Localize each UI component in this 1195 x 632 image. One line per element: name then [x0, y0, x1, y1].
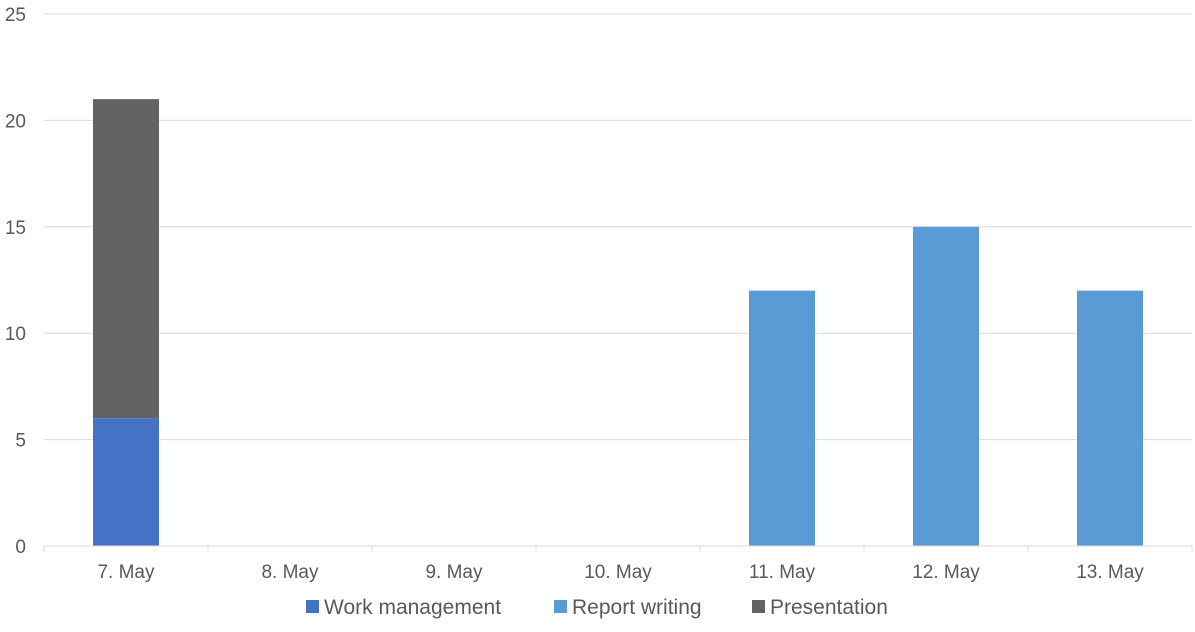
legend-label: Report writing	[572, 596, 702, 619]
x-tick-label: 10. May	[584, 562, 652, 583]
x-tick-label: 8. May	[261, 562, 319, 583]
bar-report-writing	[1077, 290, 1143, 546]
x-tick-label: 11. May	[749, 562, 816, 583]
x-tick-label: 13. May	[1076, 562, 1144, 583]
x-tick-label: 7. May	[97, 562, 155, 583]
bar-presentation	[93, 99, 159, 419]
legend: Work management Report writing Presentatio…	[306, 596, 888, 619]
y-tick-label: 20	[5, 111, 26, 132]
legend-label: Presentation	[770, 596, 888, 619]
y-tick-label: 25	[5, 5, 26, 26]
x-tick-label: 12. May	[912, 562, 980, 583]
y-tick-label: 15	[5, 218, 26, 239]
legend-label: Work management	[324, 596, 501, 619]
bar-work-management	[93, 418, 159, 546]
legend-swatch	[554, 600, 567, 613]
legend-swatch	[306, 600, 319, 613]
bars	[93, 99, 1143, 547]
y-tick-label: 0	[15, 537, 26, 558]
axes: 0 5 10 15 20 25 7. May 8. May 9. May 10. May 11. M…	[5, 5, 1193, 583]
gridlines	[44, 13, 1192, 441]
bar-report-writing	[749, 290, 815, 546]
legend-swatch	[752, 600, 765, 613]
y-tick-label: 5	[15, 431, 26, 452]
bar-report-writing	[913, 226, 979, 547]
x-tick-label: 9. May	[425, 562, 483, 583]
y-tick-label: 10	[5, 324, 26, 345]
